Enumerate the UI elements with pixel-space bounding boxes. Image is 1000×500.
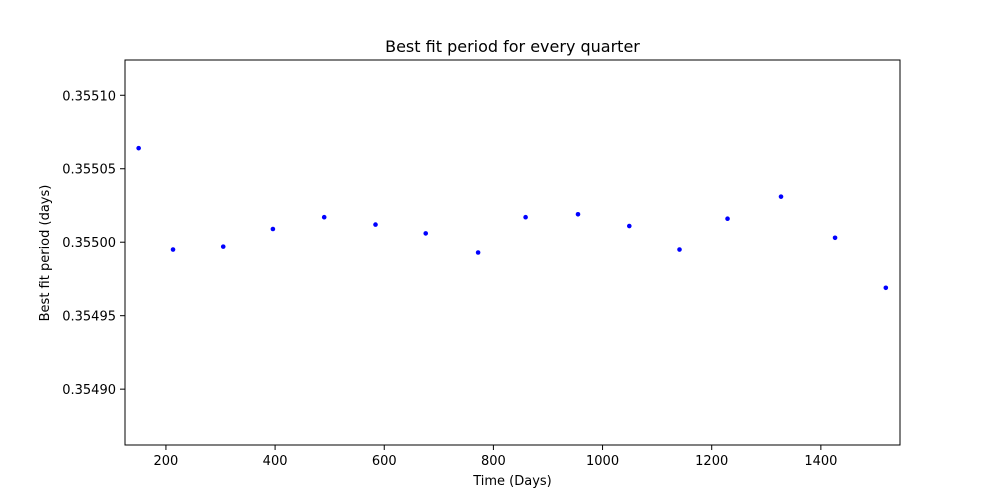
data-point xyxy=(626,223,632,229)
data-point xyxy=(373,222,378,227)
data-point xyxy=(136,145,141,151)
y-tick-label: 0.35505 xyxy=(62,163,116,178)
x-tick-label: 1200 xyxy=(695,454,728,469)
data-point xyxy=(475,250,481,255)
data-point xyxy=(170,247,176,252)
data-point xyxy=(270,226,276,232)
x-axis-ticks: 200 400 600 800 1000 1200 1400 xyxy=(154,445,837,469)
x-axis-title: Time (Days) xyxy=(472,474,552,489)
data-point xyxy=(220,244,226,249)
data-point xyxy=(883,285,889,291)
plot-frame xyxy=(124,59,901,446)
y-tick-label: 0.35510 xyxy=(62,89,116,104)
x-tick-label: 1400 xyxy=(804,454,837,469)
data-points xyxy=(136,145,889,291)
data-point xyxy=(423,231,429,236)
data-point xyxy=(677,247,682,252)
y-tick-label: 0.35500 xyxy=(62,236,116,251)
data-point xyxy=(523,214,528,220)
x-tick-label: 200 xyxy=(154,454,179,469)
data-point xyxy=(321,214,327,220)
data-point xyxy=(778,194,784,199)
y-tick-label: 0.35495 xyxy=(62,310,116,325)
y-axis-ticks: 0.35490 0.35495 0.35500 0.35505 0.35510 xyxy=(62,89,125,398)
x-tick-label: 600 xyxy=(372,454,397,469)
x-tick-label: 400 xyxy=(263,454,288,469)
y-axis-title: Best fit period (days) xyxy=(38,185,53,322)
x-tick-label: 1000 xyxy=(586,454,619,469)
data-point xyxy=(575,211,581,217)
data-point xyxy=(832,235,838,241)
data-point xyxy=(725,216,730,222)
chart-title: Best fit period for every quarter xyxy=(385,37,640,56)
y-tick-label: 0.35490 xyxy=(62,383,116,398)
x-tick-label: 800 xyxy=(481,454,506,469)
